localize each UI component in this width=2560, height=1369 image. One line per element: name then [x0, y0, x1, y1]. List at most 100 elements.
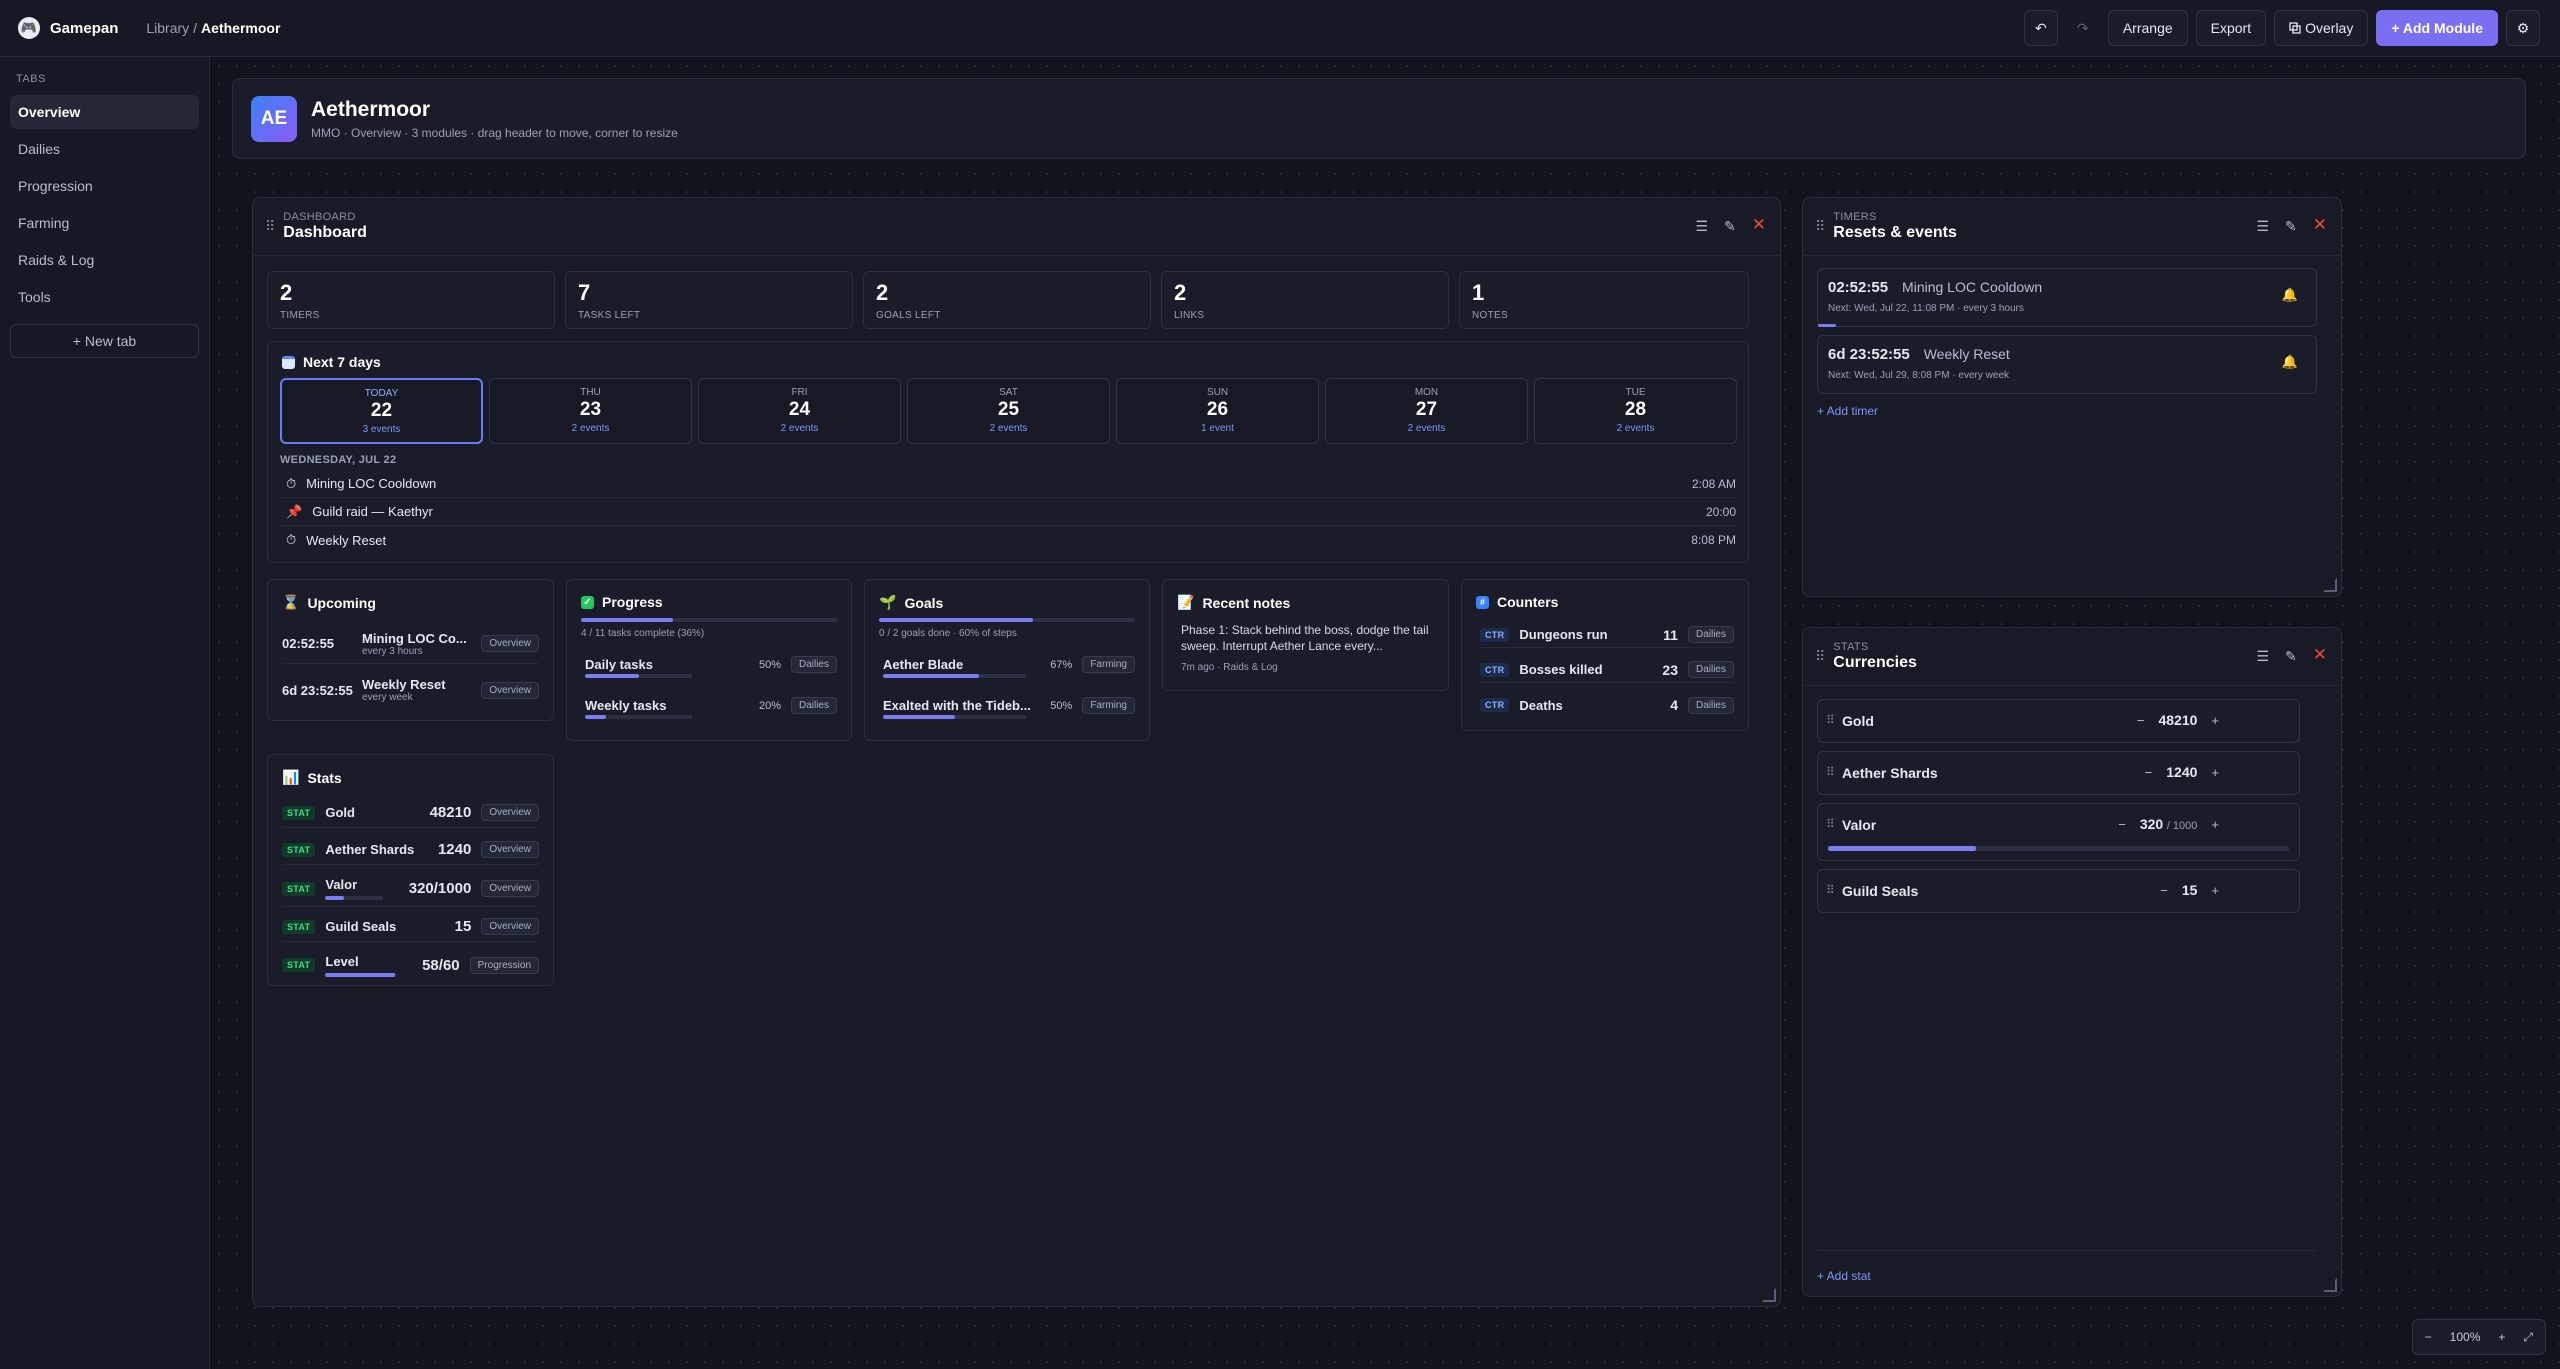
- menu-icon[interactable]: ☰: [1695, 218, 1709, 234]
- overlay-icon: [2289, 22, 2301, 34]
- add-module-button[interactable]: + Add Module: [2376, 10, 2498, 46]
- events-date: WEDNESDAY, JUL 22: [280, 454, 397, 466]
- increment-button[interactable]: +: [2211, 764, 2219, 780]
- day-sun[interactable]: SUN 26 1 event: [1116, 378, 1319, 444]
- breadcrumb-library[interactable]: Library: [146, 20, 190, 36]
- counter-row[interactable]: CTR Dungeons run 11 Dailies: [1480, 622, 1734, 648]
- module-kicker: TIMERS: [1833, 211, 1877, 223]
- goals-title-text: Goals: [904, 594, 944, 611]
- resize-handle[interactable]: [1762, 1288, 1776, 1302]
- overlay-button[interactable]: Overlay: [2274, 10, 2369, 46]
- increment-button[interactable]: +: [2211, 712, 2219, 728]
- increment-button[interactable]: +: [2211, 882, 2219, 898]
- progress-row[interactable]: Weekly tasks 20% Dailies: [585, 697, 837, 729]
- currency-row[interactable]: ⠿ Valor − 320 / 1000 +: [1817, 803, 2300, 861]
- sidebar-item-dailies[interactable]: Dailies: [18, 141, 61, 157]
- event-row[interactable]: 📌 Guild raid — Kaethyr 20:00: [280, 498, 1736, 526]
- notes-panel[interactable]: 📝 Recent notes Phase 1: Stack behind the…: [1162, 579, 1449, 691]
- drag-handle-icon[interactable]: ⠿: [265, 218, 276, 234]
- currency-row[interactable]: ⠿ Guild Seals − 15 +: [1817, 869, 2300, 913]
- drag-handle-icon[interactable]: ⠿: [1826, 713, 1835, 727]
- edit-icon[interactable]: ✎: [1724, 218, 1736, 234]
- redo-button[interactable]: ↷: [2066, 10, 2100, 46]
- drag-handle-icon[interactable]: ⠿: [1826, 817, 1835, 831]
- sidebar-item-farming[interactable]: Farming: [18, 215, 70, 231]
- undo-button[interactable]: ↶: [2023, 10, 2058, 46]
- settings-button[interactable]: ⚙: [2506, 10, 2540, 46]
- drag-handle-icon[interactable]: ⠿: [1826, 765, 1835, 779]
- drag-handle-icon[interactable]: ⠿: [1815, 218, 1826, 234]
- close-icon[interactable]: ✕: [2312, 645, 2327, 664]
- decrement-button[interactable]: −: [2118, 816, 2126, 832]
- close-icon[interactable]: ✕: [2312, 215, 2327, 234]
- decrement-button[interactable]: −: [2144, 764, 2153, 780]
- bell-icon[interactable]: 🔔: [2281, 354, 2298, 369]
- module-header[interactable]: ⠿ DASHBOARD Dashboard ☰ ✎ ✕: [253, 198, 1780, 256]
- counter-row[interactable]: CTR Deaths 4 Dailies: [1480, 692, 1734, 718]
- module-header[interactable]: ⠿ TIMERS Resets & events ☰ ✎ ✕: [1803, 198, 2341, 256]
- counter-row[interactable]: CTR Bosses killed 23 Dailies: [1480, 657, 1734, 683]
- stat-value: 320/1000: [408, 880, 472, 897]
- day-sat[interactable]: SAT 25 2 events: [907, 378, 1110, 444]
- new-tab-button[interactable]: + New tab: [10, 324, 199, 358]
- upcoming-row[interactable]: 6d 23:52:55 Weekly Reset every week Over…: [282, 670, 539, 710]
- tab-tag: Overview: [481, 880, 539, 897]
- module-header[interactable]: ⠿ STATS Currencies ☰ ✎ ✕: [1803, 628, 2341, 686]
- bell-icon[interactable]: 🔔: [2281, 287, 2298, 302]
- resize-handle[interactable]: [2323, 1278, 2337, 1292]
- currency-row[interactable]: ⠿ Gold − 48210 +: [1817, 699, 2300, 743]
- increment-button[interactable]: +: [2211, 816, 2219, 832]
- goal-row[interactable]: Aether Blade 67% Farming: [883, 656, 1135, 688]
- currency-row[interactable]: ⠿ Aether Shards − 1240 +: [1817, 751, 2300, 795]
- decrement-button[interactable]: −: [2160, 882, 2168, 898]
- stat-row[interactable]: STAT Guild Seals 15 Overview: [282, 912, 539, 942]
- sidebar-item-tools[interactable]: Tools: [18, 289, 51, 305]
- progress-row[interactable]: Daily tasks 50% Dailies: [585, 656, 837, 688]
- event-row[interactable]: ⏱ Mining LOC Cooldown 2:08 AM: [280, 470, 1736, 498]
- app-logo[interactable]: 🎮 Gamepan: [18, 17, 118, 39]
- day-today[interactable]: TODAY 22 3 events: [280, 378, 483, 444]
- add-stat-link[interactable]: + Add stat: [1817, 1269, 1871, 1283]
- close-icon[interactable]: ✕: [1751, 215, 1766, 234]
- kpi-label: GOALS LEFT: [876, 310, 941, 321]
- edit-icon[interactable]: ✎: [2285, 218, 2297, 234]
- drag-handle-icon[interactable]: ⠿: [1815, 648, 1826, 664]
- stat-row[interactable]: STAT Valor 320/1000 Overview: [282, 871, 539, 907]
- sidebar-item-progression[interactable]: Progression: [18, 178, 93, 194]
- zoom-out-button[interactable]: −: [2424, 1330, 2432, 1344]
- stat-row[interactable]: STAT Aether Shards 1240 Overview: [282, 835, 539, 865]
- stat-row[interactable]: STAT Gold 48210 Overview: [282, 798, 539, 828]
- menu-icon[interactable]: ☰: [2256, 648, 2270, 664]
- sidebar-item-overview[interactable]: Overview: [10, 95, 199, 129]
- upcoming-row[interactable]: 02:52:55 Mining LOC Co... every 3 hours …: [282, 624, 539, 664]
- day-thu[interactable]: THU 23 2 events: [489, 378, 692, 444]
- timer-row[interactable]: 02:52:55 Mining LOC Cooldown Next: Wed, …: [1817, 268, 2317, 327]
- fit-screen-icon[interactable]: ⤢: [2523, 1329, 2533, 1344]
- day-tue[interactable]: TUE 28 2 events: [1534, 378, 1737, 444]
- zoom-in-button[interactable]: +: [2498, 1330, 2506, 1344]
- day-name: FRI: [791, 387, 808, 398]
- resize-handle[interactable]: [2323, 578, 2337, 592]
- menu-icon[interactable]: ☰: [2256, 218, 2270, 234]
- progress-name: Daily tasks: [585, 657, 653, 672]
- day-fri[interactable]: FRI 24 2 events: [698, 378, 901, 444]
- day-number: 23: [579, 399, 602, 420]
- event-row[interactable]: ⏱ Weekly Reset 8:08 PM: [280, 526, 1736, 554]
- goal-row[interactable]: Exalted with the Tideb... 50% Farming: [883, 697, 1135, 729]
- sidebar-item-raids-log[interactable]: Raids & Log: [18, 252, 95, 268]
- arrange-button[interactable]: Arrange: [2107, 10, 2188, 46]
- stat-row[interactable]: STAT Level 58/60 Progression: [282, 947, 539, 983]
- undo-icon: ↶: [2034, 19, 2047, 36]
- edit-icon[interactable]: ✎: [2285, 648, 2297, 664]
- timer-row[interactable]: 6d 23:52:55 Weekly Reset Next: Wed, Jul …: [1817, 335, 2317, 394]
- add-timer-link[interactable]: + Add timer: [1817, 404, 1879, 418]
- kpi-value: 2: [1174, 280, 1187, 305]
- export-button[interactable]: Export: [2195, 10, 2267, 46]
- counter-name: Deaths: [1519, 697, 1563, 713]
- kpi-links: 2 LINKS: [1161, 271, 1449, 329]
- week-calendar: Next 7 days TODAY 22 3 events THU 23 2 e…: [267, 341, 1749, 563]
- day-mon[interactable]: MON 27 2 events: [1325, 378, 1528, 444]
- decrement-button[interactable]: −: [2136, 712, 2145, 728]
- drag-handle-icon[interactable]: ⠿: [1826, 883, 1835, 897]
- timer-next: Next: Wed, Jul 29, 8:08 PM · every week: [1828, 370, 2010, 381]
